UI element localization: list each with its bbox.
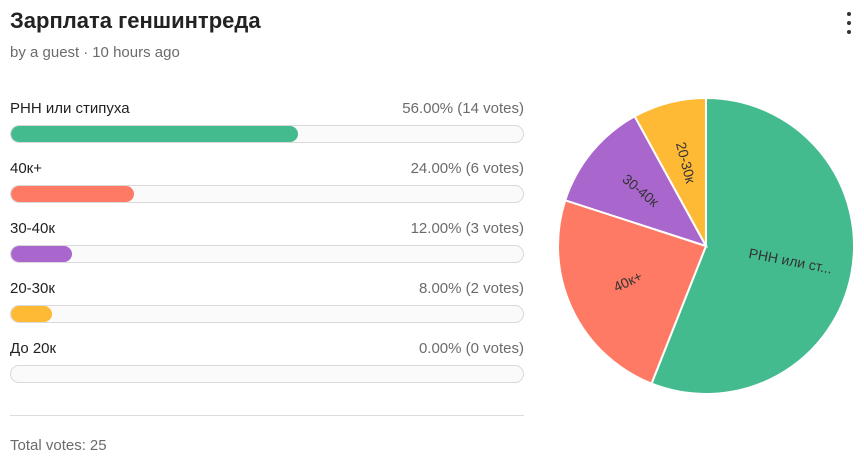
option-bar-fill xyxy=(11,186,134,202)
poll-time: 10 hours ago xyxy=(92,44,180,61)
more-options-icon[interactable] xyxy=(842,12,856,34)
pie-slice[interactable] xyxy=(633,96,707,247)
pie-slice[interactable] xyxy=(650,96,855,395)
option-bar-track xyxy=(10,185,524,203)
option-stat: 12.00% (3 votes) xyxy=(410,220,524,237)
option-label: РНН или стипуха xyxy=(10,100,130,117)
poll-option: До 20к 0.00% (0 votes) xyxy=(10,340,524,400)
total-votes-count: 25 xyxy=(89,437,107,454)
poll-option: 30-40к 12.00% (3 votes) xyxy=(10,220,524,280)
poll-title: Зарплата геншинтреда xyxy=(10,8,261,33)
option-bar-fill xyxy=(11,306,52,322)
option-stat: 24.00% (6 votes) xyxy=(410,160,524,177)
pie-slice[interactable] xyxy=(563,114,709,248)
option-bar-track xyxy=(10,245,524,263)
option-bar-fill xyxy=(11,246,73,262)
option-bar-track xyxy=(10,305,524,323)
poll-options: РНН или стипуха 56.00% (14 votes) 40к+ 24.0… xyxy=(10,100,524,400)
option-label: 20-30к xyxy=(10,280,55,297)
option-header: До 20к 0.00% (0 votes) xyxy=(10,340,524,360)
poll-option: РНН или стипуха 56.00% (14 votes) xyxy=(10,100,524,160)
option-stat: 0.00% (0 votes) xyxy=(418,340,524,357)
option-header: РНН или стипуха 56.00% (14 votes) xyxy=(10,100,524,120)
total-votes-label: Total votes: xyxy=(10,437,86,454)
option-bar-fill xyxy=(11,126,298,142)
pie-slice[interactable] xyxy=(557,199,708,385)
poll-option: 20-30к 8.00% (2 votes) xyxy=(10,280,524,340)
divider xyxy=(10,415,524,416)
option-stat: 8.00% (2 votes) xyxy=(418,280,524,297)
option-label: 40к+ xyxy=(10,160,43,177)
poll-author: by a guest xyxy=(10,44,80,61)
poll-option: 40к+ 24.00% (6 votes) xyxy=(10,160,524,220)
option-stat: 56.00% (14 votes) xyxy=(402,100,524,117)
meta-separator: · xyxy=(83,44,89,61)
option-bar-track xyxy=(10,125,524,143)
option-label: 30-40к xyxy=(10,220,55,237)
total-votes: Total votes: 25 xyxy=(10,437,107,454)
option-label: До 20к xyxy=(10,340,57,357)
option-bar-track xyxy=(10,365,524,383)
poll-meta: by a guest · 10 hours ago xyxy=(10,44,180,61)
option-header: 20-30к 8.00% (2 votes) xyxy=(10,280,524,300)
option-header: 30-40к 12.00% (3 votes) xyxy=(10,220,524,240)
option-header: 40к+ 24.00% (6 votes) xyxy=(10,160,524,180)
